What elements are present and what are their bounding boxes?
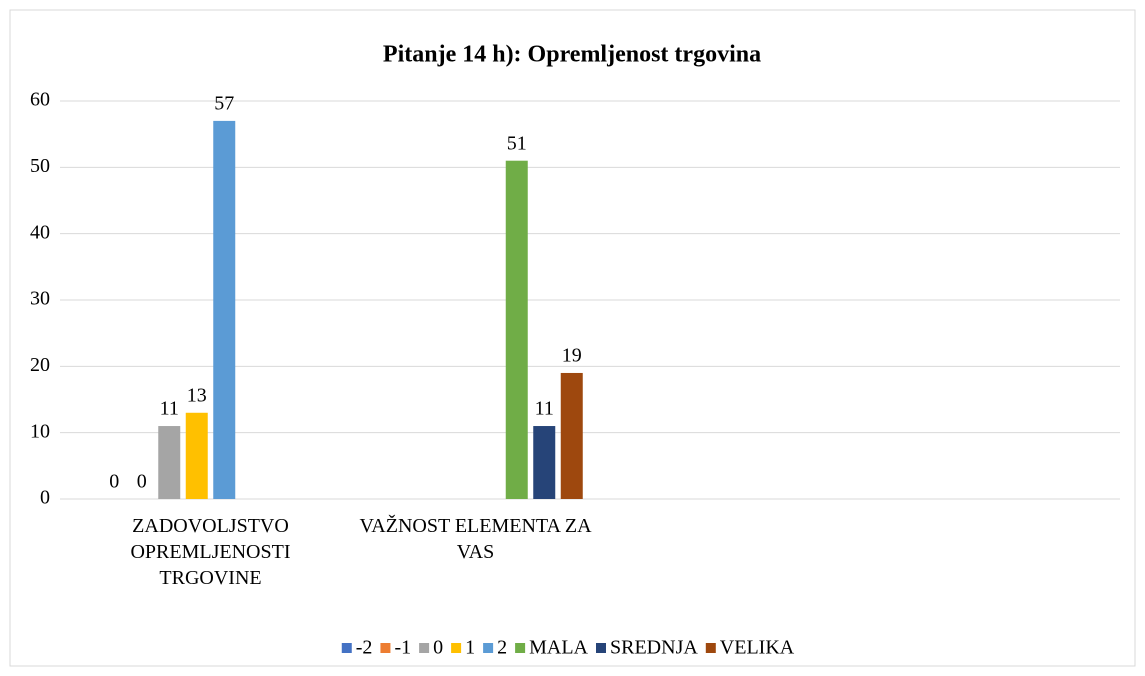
legend-swatch	[515, 643, 526, 653]
data-label: 11	[160, 398, 179, 420]
x-tick-label: ZADOVOLJSTVO OPREMLJENOSTI TRGOVINE	[130, 515, 291, 589]
bar	[213, 120, 236, 500]
y-tick-label: 60	[30, 89, 50, 111]
legend-swatch	[483, 643, 494, 653]
bar	[185, 412, 208, 499]
x-tick-label: VAŽNOST ELEMENTA ZA VAS	[359, 515, 592, 563]
legend-label: -1	[394, 637, 411, 659]
legend-label: -2	[356, 637, 373, 659]
y-tick-label: 30	[30, 288, 50, 310]
legend-swatch	[451, 643, 462, 653]
y-tick-label: 50	[30, 155, 50, 177]
chart-border	[9, 9, 1136, 667]
y-tick-label: 40	[30, 221, 50, 243]
legend-label: 0	[433, 637, 443, 659]
bar	[533, 426, 556, 499]
data-label: 11	[535, 398, 554, 420]
legend-swatch	[596, 643, 606, 653]
bar	[505, 160, 528, 499]
y-tick-label: 0	[40, 487, 50, 509]
legend-swatch	[341, 643, 352, 653]
legend-swatch	[419, 643, 430, 653]
data-label: 51	[507, 132, 527, 154]
bar	[158, 426, 181, 499]
y-tick-label: 20	[30, 354, 50, 376]
chart-title: Pitanje 14 h): Opremljenost trgovina	[383, 42, 761, 68]
bar	[560, 372, 583, 499]
legend-swatch	[380, 643, 391, 653]
legend-label: VELIKA	[720, 637, 795, 659]
data-label: 57	[214, 92, 234, 114]
legend-label: 1	[465, 637, 475, 659]
legend-label: 2	[497, 637, 507, 659]
data-label: 0	[109, 471, 119, 493]
data-label: 13	[187, 384, 207, 406]
y-tick-label: 10	[30, 420, 50, 442]
legend-label: SREDNJA	[610, 637, 698, 659]
data-label: 19	[562, 345, 582, 367]
data-label: 0	[137, 471, 147, 493]
legend-label: MALA	[529, 637, 588, 659]
legend-swatch	[705, 643, 716, 653]
